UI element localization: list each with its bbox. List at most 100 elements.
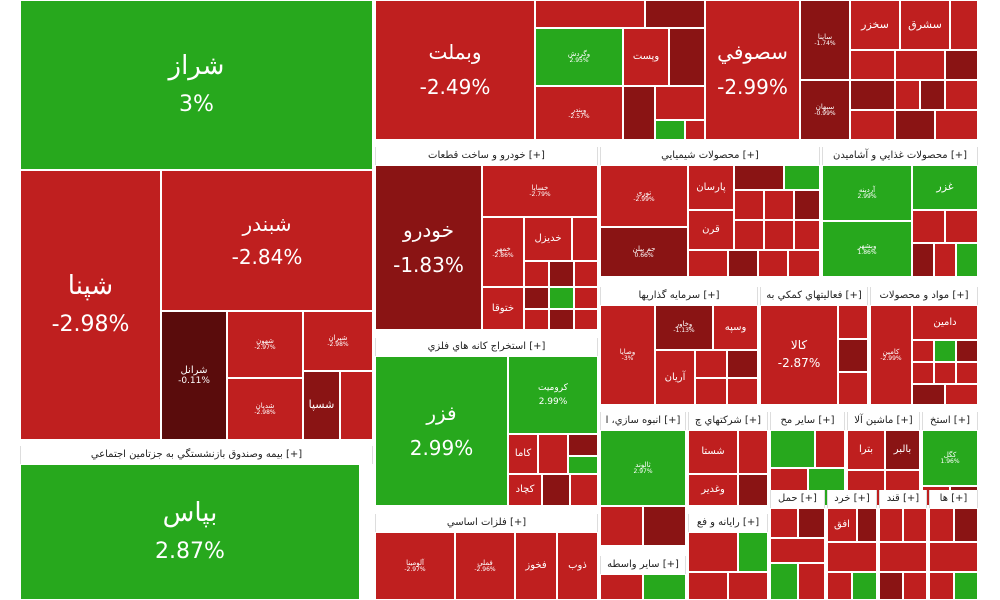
stock-tile-sesufi[interactable]: سصوفي -2.99% bbox=[705, 0, 800, 140]
sector-header-faaliat[interactable]: فعاليتهاي کمکي به [+] bbox=[760, 287, 868, 305]
stock-tile[interactable] bbox=[912, 340, 934, 362]
stock-tile[interactable] bbox=[764, 220, 794, 250]
stock-tile[interactable] bbox=[838, 339, 868, 372]
stock-tile[interactable] bbox=[600, 506, 643, 546]
stock-tile-shiran[interactable]: شيران -2.98% bbox=[303, 311, 373, 371]
sector-header-haml[interactable]: حمل [+] bbox=[770, 490, 825, 508]
sector-header-khord[interactable]: خرد [+] bbox=[827, 490, 877, 508]
stock-tile[interactable] bbox=[688, 572, 728, 600]
stock-tile[interactable] bbox=[655, 86, 705, 120]
stock-tile[interactable] bbox=[945, 384, 978, 405]
stock-tile-vabeshahr[interactable]: وبشهر 1.86% bbox=[822, 221, 912, 277]
stock-tile-shebhan[interactable]: شهون -2.97% bbox=[227, 311, 303, 378]
stock-tile[interactable] bbox=[524, 309, 549, 330]
stock-tile-alumina[interactable]: آلومينا -2.97% bbox=[375, 532, 455, 600]
stock-tile[interactable] bbox=[788, 250, 820, 277]
stock-tile[interactable] bbox=[935, 110, 978, 140]
stock-tile[interactable] bbox=[688, 250, 728, 277]
stock-tile[interactable] bbox=[572, 217, 598, 261]
stock-tile[interactable] bbox=[827, 542, 877, 572]
stock-tile-khodizel[interactable]: خديزل bbox=[524, 217, 572, 261]
stock-tile[interactable] bbox=[574, 309, 598, 330]
sector-header-shimiyai[interactable]: محصولات شيميايي [+] bbox=[600, 147, 820, 165]
stock-tile[interactable] bbox=[956, 340, 978, 362]
stock-tile[interactable] bbox=[574, 261, 598, 287]
stock-tile-fakhoz[interactable]: فخوز bbox=[515, 532, 557, 600]
stock-tile-fameli[interactable]: فملي -2.96% bbox=[455, 532, 515, 600]
stock-tile[interactable] bbox=[695, 350, 727, 378]
stock-tile-fezar[interactable]: فزر 2.99% bbox=[375, 356, 508, 506]
stock-tile[interactable] bbox=[794, 220, 820, 250]
stock-tile[interactable] bbox=[929, 542, 978, 572]
stock-tile[interactable] bbox=[570, 474, 598, 506]
stock-tile[interactable] bbox=[695, 378, 727, 405]
stock-tile[interactable] bbox=[734, 220, 764, 250]
stock-tile[interactable] bbox=[934, 340, 956, 362]
stock-tile[interactable] bbox=[912, 362, 934, 384]
stock-tile-talvand[interactable]: ثالوند 2.97% bbox=[600, 430, 686, 506]
stock-tile[interactable] bbox=[912, 210, 945, 243]
stock-tile[interactable] bbox=[727, 350, 758, 378]
stock-tile-vabemellat[interactable]: وبملت -2.49% bbox=[375, 0, 535, 140]
stock-tile-sherail[interactable]: شرانل -0.11% bbox=[161, 311, 227, 440]
stock-tile[interactable] bbox=[549, 287, 574, 309]
stock-tile-khodro[interactable]: خودرو -1.83% bbox=[375, 165, 482, 330]
stock-tile[interactable] bbox=[879, 542, 927, 572]
stock-tile[interactable] bbox=[643, 506, 686, 546]
stock-tile[interactable] bbox=[954, 572, 978, 600]
stock-tile[interactable] bbox=[574, 287, 598, 309]
stock-tile-sesharg[interactable]: سشرق bbox=[900, 0, 950, 50]
stock-tile[interactable] bbox=[734, 165, 784, 190]
stock-tile[interactable] bbox=[568, 434, 598, 456]
stock-tile-sebehan[interactable]: سبهان -0.99% bbox=[800, 80, 850, 140]
stock-tile[interactable] bbox=[798, 508, 825, 538]
stock-tile[interactable] bbox=[770, 430, 815, 468]
stock-tile[interactable] bbox=[538, 434, 568, 474]
stock-tile[interactable] bbox=[623, 86, 655, 140]
stock-tile[interactable] bbox=[798, 563, 825, 600]
sector-header-estekhraj2[interactable]: استخ [+] bbox=[922, 412, 978, 430]
stock-tile[interactable] bbox=[954, 508, 978, 542]
stock-tile[interactable] bbox=[770, 508, 798, 538]
stock-tile[interactable] bbox=[850, 80, 895, 110]
stock-tile[interactable] bbox=[945, 80, 978, 110]
stock-tile[interactable] bbox=[852, 572, 877, 600]
stock-tile-vagardesh[interactable]: وگردش 2.95% bbox=[535, 28, 623, 86]
stock-tile-shasta[interactable]: شستا bbox=[688, 430, 738, 474]
stock-tile-qaran[interactable]: قرن bbox=[688, 210, 734, 250]
stock-tile[interactable] bbox=[738, 474, 768, 506]
stock-tile[interactable] bbox=[340, 371, 373, 440]
stock-tile[interactable] bbox=[685, 120, 705, 140]
stock-tile[interactable] bbox=[669, 28, 705, 86]
stock-tile-tori[interactable]: توري -2.99% bbox=[600, 165, 688, 227]
stock-tile-khasapa[interactable]: خساپا -2.79% bbox=[482, 165, 598, 217]
stock-tile[interactable] bbox=[934, 362, 956, 384]
stock-tile-shepna[interactable]: شپنا -2.98% bbox=[20, 170, 161, 440]
sector-header-ghazaei[interactable]: محصولات غذايي و آشاميدن [+] bbox=[822, 147, 978, 165]
stock-tile-shiraz[interactable]: شراز 3% bbox=[20, 0, 373, 170]
stock-tile-kama[interactable]: كاما bbox=[508, 434, 538, 474]
stock-tile-zob[interactable]: ذوب bbox=[557, 532, 598, 600]
stock-tile[interactable] bbox=[770, 563, 798, 600]
stock-tile[interactable] bbox=[549, 261, 574, 287]
stock-tile-betra[interactable]: بترا bbox=[847, 430, 885, 470]
stock-tile[interactable] bbox=[827, 572, 852, 600]
stock-tile-jampilan[interactable]: جم پيلن 0.66% bbox=[600, 227, 688, 277]
stock-tile[interactable] bbox=[770, 538, 825, 563]
stock-tile-shesapa[interactable]: شسپا bbox=[303, 371, 340, 440]
stock-tile-khemehr[interactable]: خمهر -2.86% bbox=[482, 217, 524, 287]
stock-tile[interactable] bbox=[794, 190, 820, 220]
stock-tile[interactable] bbox=[950, 0, 978, 50]
stock-tile[interactable] bbox=[535, 0, 645, 28]
stock-tile[interactable] bbox=[838, 372, 868, 405]
stock-tile[interactable] bbox=[956, 243, 978, 277]
stock-tile[interactable] bbox=[903, 508, 927, 542]
stock-tile-kala[interactable]: كالا -2.87% bbox=[760, 305, 838, 405]
stock-tile[interactable] bbox=[895, 110, 935, 140]
sector-header-ha[interactable]: ها [+] bbox=[929, 490, 978, 508]
stock-tile[interactable] bbox=[879, 572, 903, 600]
stock-tile[interactable] bbox=[857, 508, 877, 542]
stock-tile[interactable] bbox=[838, 305, 868, 339]
stock-tile[interactable] bbox=[945, 50, 978, 80]
sector-header-bime[interactable]: بيمه وصندوق بازنشستگي به جزتامين اجتماعي… bbox=[20, 446, 373, 464]
